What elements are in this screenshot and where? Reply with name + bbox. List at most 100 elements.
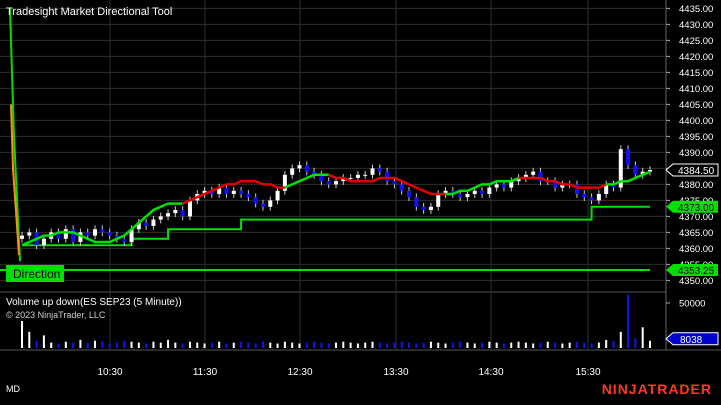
candle-body (326, 181, 331, 185)
candle-body (27, 232, 32, 236)
candle-body (151, 219, 156, 226)
candle-body (173, 210, 178, 214)
x-tick-label: 14:30 (478, 367, 503, 378)
price-layer (0, 8, 652, 271)
candle-body (341, 178, 346, 182)
volume-bar (488, 341, 491, 348)
volume-bar (393, 342, 396, 348)
candle-body (450, 190, 455, 194)
volume-bar (218, 341, 221, 348)
volume-bar (371, 341, 374, 348)
candle-body (136, 222, 141, 230)
price-badge (666, 264, 718, 276)
volume-bar (101, 341, 104, 348)
volume-bar (495, 342, 498, 348)
volume-bar (42, 335, 45, 348)
volume-bar (152, 341, 155, 348)
x-tick-label: 10:30 (97, 367, 122, 378)
candle-body (611, 184, 616, 188)
direction-label: Direction (13, 267, 60, 281)
y-tick-label: 4430.00 (679, 20, 713, 31)
volume-bar (386, 343, 389, 348)
candle-body (275, 190, 280, 201)
x-tick-label: 13:30 (383, 367, 408, 378)
volume-bar (298, 343, 301, 348)
volume-bar (590, 343, 593, 348)
volume-bar (561, 343, 564, 348)
volume-bar (524, 342, 527, 348)
candle-body (523, 174, 528, 178)
volume-bar (115, 342, 118, 348)
volume-bar (313, 341, 316, 348)
candle-body (166, 213, 171, 217)
candle-body (100, 229, 105, 233)
volume-bar (627, 294, 630, 348)
volume-bar (605, 339, 608, 348)
price-badge-label: 4384.50 (678, 166, 715, 177)
volume-bar (349, 342, 352, 348)
volume-bar (466, 342, 469, 348)
volume-bar (342, 341, 345, 348)
candle-body (640, 171, 645, 175)
candle-body (582, 194, 587, 198)
volume-bar (64, 341, 67, 348)
volume-bar (378, 342, 381, 348)
candle-body (312, 171, 317, 175)
volume-bar (174, 342, 177, 348)
volume-bar (94, 340, 97, 348)
axis-layer: 10:30 11:30 12:30 13:30 14:30 15:30 4435.00 443… (97, 4, 719, 378)
directional-line-segment (445, 176, 520, 196)
candle-body (290, 168, 295, 175)
y-tick-label: 4390.00 (679, 148, 713, 159)
volume-badge (665, 332, 719, 346)
candle-body (370, 168, 375, 175)
volume-bar (415, 343, 418, 348)
candle-body (209, 190, 214, 194)
volume-bar (459, 341, 462, 348)
price-panel-title: Tradesight Market Directional Tool (6, 6, 172, 18)
volume-bar (400, 341, 403, 348)
price-badge (665, 163, 719, 177)
volume-bar (539, 342, 542, 348)
candle-body (443, 190, 448, 194)
candle-body (633, 165, 638, 175)
volume-bar (335, 342, 337, 348)
volume-bar (364, 342, 367, 348)
candle-body (180, 210, 185, 217)
candle-body (41, 238, 46, 246)
candle-body (589, 197, 594, 201)
volume-bar (240, 341, 243, 348)
volume-bar (196, 342, 199, 348)
candle-body (596, 194, 601, 201)
volume-bar (437, 342, 440, 348)
candle-body (472, 190, 477, 194)
y-tick-label: 4380.00 (679, 180, 713, 191)
volume-bar (28, 331, 31, 348)
candle-body (509, 181, 514, 188)
volume-bar (568, 342, 571, 348)
candle-body (414, 197, 419, 207)
volume-bar (203, 343, 206, 348)
candle-body (385, 171, 390, 182)
candle-body (93, 229, 98, 236)
candle-body (428, 206, 433, 210)
volume-bar (408, 342, 411, 348)
candle-body (202, 190, 207, 194)
volume-bar (612, 340, 615, 348)
x-tick-label: 11:30 (193, 367, 218, 378)
y-tick-label: 4370.00 (679, 212, 713, 223)
candle-body (538, 171, 543, 182)
volume-bar (225, 343, 228, 348)
direction-label-box (6, 265, 64, 282)
candle-body (217, 187, 222, 194)
volume-bar (123, 340, 126, 348)
volume-bar (305, 342, 308, 348)
volume-badge-label: 8038 (680, 335, 703, 346)
volume-bar (261, 341, 264, 348)
y-tick-label: 4425.00 (679, 36, 713, 47)
volume-tick-label: 50000 (679, 299, 705, 310)
candle-body (421, 206, 426, 210)
volume-bar (649, 340, 651, 348)
volume-bar (181, 343, 184, 348)
volume-bar (50, 342, 53, 348)
